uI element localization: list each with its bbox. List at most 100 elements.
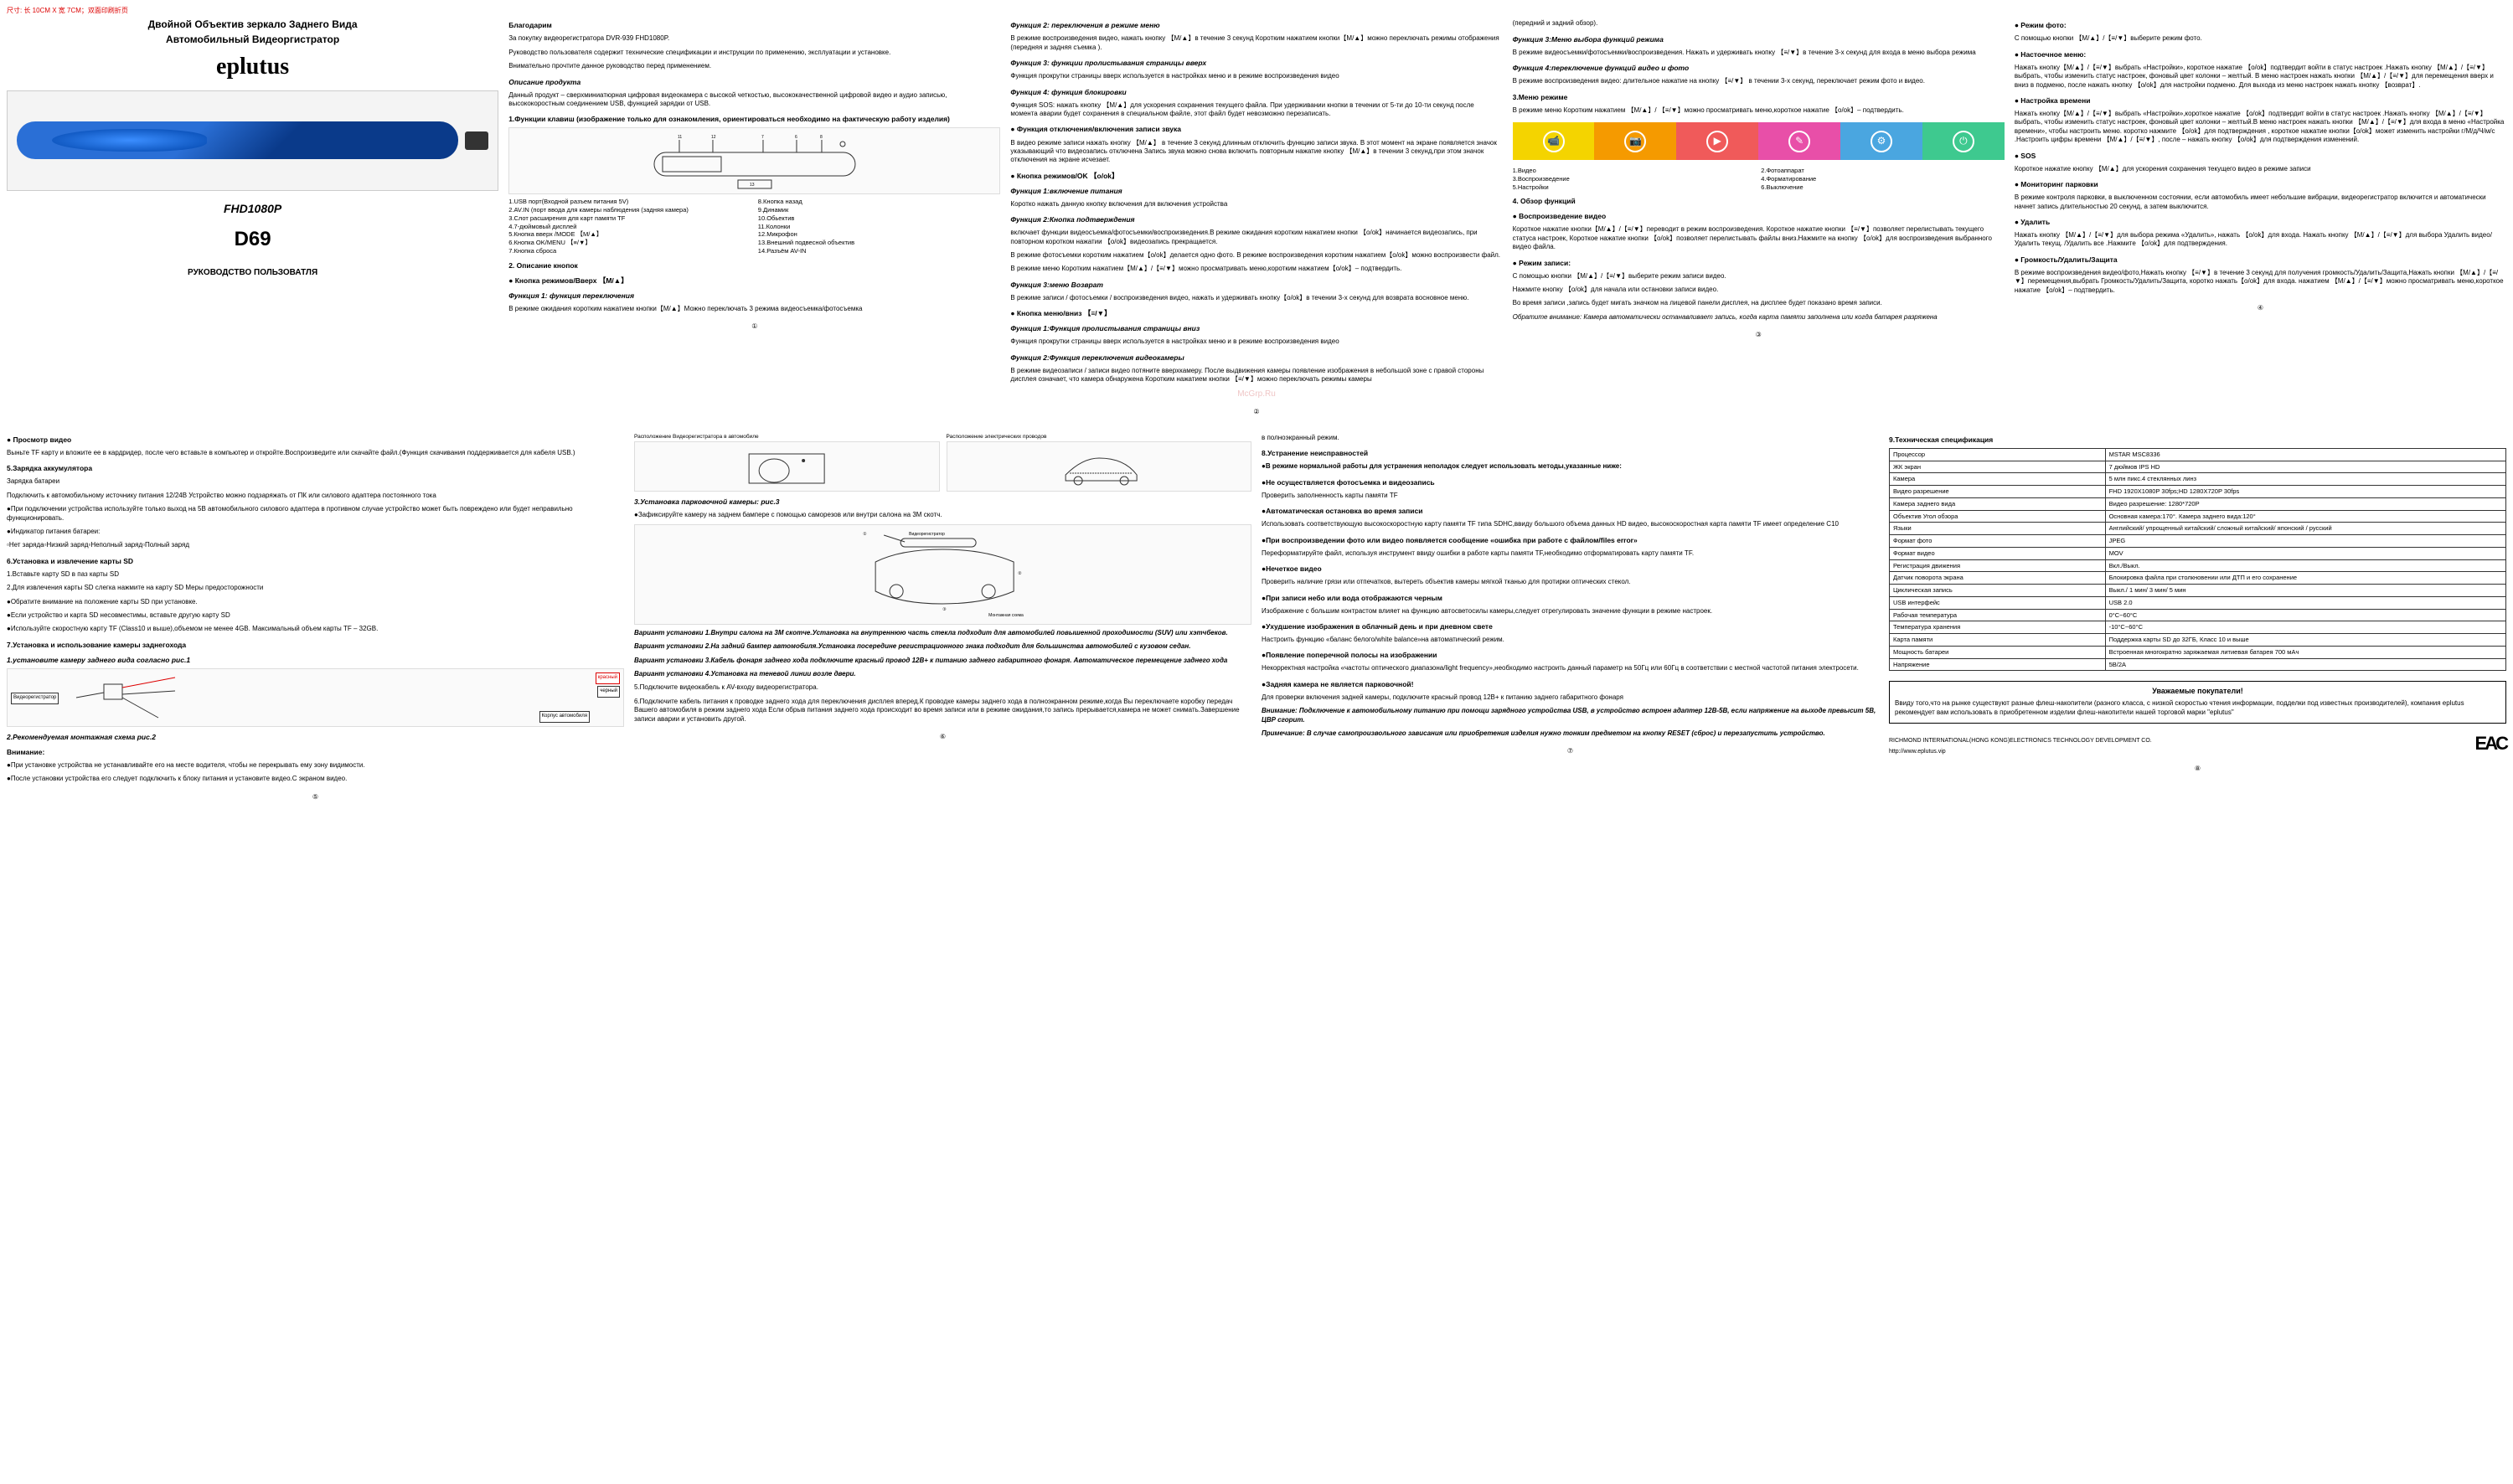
f1-text: В режиме ожидания коротким нажатием кноп… bbox=[508, 305, 1000, 313]
p2c3-nf8-h: ●Задняя камера не является парковочной! bbox=[1262, 680, 1879, 689]
c3-f1c-p: Функция прокрутки страницы вверх использ… bbox=[1010, 338, 1502, 346]
c5-vol-p: В режиме воспроизведения видео/фото,Нажа… bbox=[2015, 269, 2506, 295]
p2c1-charge3: ●При подключении устройства используйте … bbox=[7, 505, 624, 523]
spec-cell: Выкл./ 1 мин/ 3 мин/ 5 мин bbox=[2105, 585, 2505, 597]
spec-row: Формат фотоJPEG bbox=[1890, 535, 2506, 548]
c3-f4-h: Функция 4: функция блокировки bbox=[1010, 88, 1502, 97]
c3-f2b-h: Функция 2:Кнопка подтверждения bbox=[1010, 215, 1502, 224]
p2-col-4: 9.Техническая спецификация ПроцессорMSTA… bbox=[1889, 433, 2506, 801]
spec-cell: ЖК экран bbox=[1890, 461, 2106, 473]
p2c3-nf2-p: Использовать соответствующую высокоскоро… bbox=[1262, 520, 1879, 528]
c4-top: (передний и задний обзор). bbox=[1513, 19, 2005, 28]
thanks-text3: Внимательно прочтите данное руководство … bbox=[508, 62, 1000, 70]
spec-cell: 5 млн пикс.4 стеклянных линз bbox=[2105, 473, 2505, 486]
p2c2-var2: Вариант установки 2.На задний бампер авт… bbox=[634, 642, 1251, 651]
func-heading: 1.Функции клавиш (изображение только для… bbox=[508, 115, 1000, 124]
spec-cell: Датчик поворота экрана bbox=[1890, 572, 2106, 585]
page-num-7: ⑦ bbox=[1262, 747, 1879, 755]
c4-rec2: Нажмите кнопку 【o/ok】для начала или оста… bbox=[1513, 286, 2005, 294]
spec-cell: Циклическая запись bbox=[1890, 585, 2106, 597]
spec-row: Камера заднего видаВидео разрешение: 128… bbox=[1890, 497, 2506, 510]
svg-text:11: 11 bbox=[678, 135, 682, 140]
svg-text:7: 7 bbox=[761, 135, 764, 140]
wiring-diagram: Видеорегистратор красный черный Корпус а… bbox=[7, 668, 624, 727]
spec-row: Формат видеоMOV bbox=[1890, 547, 2506, 559]
p2c1-ind2: ▫Нет заряда▫Низкий заряд▫Неполный заряд▫… bbox=[7, 541, 624, 549]
buyer-notice: Уважаемые покупатели! Ввиду того,что на … bbox=[1889, 681, 2506, 723]
spec-cell: MOV bbox=[2105, 547, 2505, 559]
c3-f3-p: Функция прокрутки страницы вверх использ… bbox=[1010, 72, 1502, 80]
c5-time-h: ● Настройка времени bbox=[2015, 96, 2506, 106]
page-num-4: ④ bbox=[2015, 304, 2506, 312]
model-number: D69 bbox=[7, 226, 498, 252]
c4-note: Обратите внимание: Камера автоматически … bbox=[1513, 313, 2005, 322]
svg-text:Видеорегистратор: Видеорегистратор bbox=[910, 532, 946, 537]
c3-f1b-p: Коротко нажать данную кнопку включения д… bbox=[1010, 200, 1502, 209]
p2c1-warn1: ●При установке устройства не устанавлива… bbox=[7, 761, 624, 770]
p2c2-5: 5.Подключите видеокабель к AV-входу виде… bbox=[634, 683, 1251, 692]
thanks-text2: Руководство пользователя содержит технич… bbox=[508, 49, 1000, 57]
p2c3-fault-h: 8.Устранение неисправностей bbox=[1262, 449, 1879, 458]
mode-btn-heading: ● Кнопка режимов/Вверх 【M/▲】 bbox=[508, 276, 1000, 286]
p2c1-sd3: ●Обратите внимание на положение карты SD… bbox=[7, 598, 624, 606]
p2-col-1: ● Просмотр видео Выньте TF карту и вложи… bbox=[7, 433, 624, 801]
loc1-label: Расположение Видеорегистратора в автомоб… bbox=[634, 434, 940, 441]
c4-overview-h: 4. Обзор функций bbox=[1513, 197, 2005, 206]
spec-cell: Процессор bbox=[1890, 448, 2106, 461]
mode-icon: ⚙ bbox=[1840, 122, 1922, 160]
p2c3-nf8-p: Для проверки включения задней камеры, по… bbox=[1262, 693, 1879, 702]
svg-text:13: 13 bbox=[750, 183, 755, 188]
print-spec: 尺寸: 长 10CM X 宽 7CM；双面印刷折页 bbox=[7, 7, 2506, 15]
p2c1-warn2: ●После установки устройства его следует … bbox=[7, 775, 624, 783]
p2c1-warn-h: Внимание: bbox=[7, 748, 624, 757]
p2c3-warn: Внимание: Подключение к автомобильному п… bbox=[1262, 707, 1879, 724]
mode-icon: 📷 bbox=[1594, 122, 1676, 160]
spec-cell: Вкл./Выкл. bbox=[2105, 559, 2505, 572]
product-image bbox=[7, 90, 498, 191]
p2c2-var4: Вариант установки 4.Установка на теневой… bbox=[634, 670, 1251, 678]
svg-text:8: 8 bbox=[820, 135, 823, 140]
spec-cell: Блокировка файла при столкновении или ДТ… bbox=[2105, 572, 2505, 585]
c4-f4-h: Функция 4:переключение функций видео и ф… bbox=[1513, 64, 2005, 73]
spec-cell: Мощность батареи bbox=[1890, 646, 2106, 658]
c4-rec1: С помощью кнопки 【M/▲】/【≡/▼】выберите реж… bbox=[1513, 272, 2005, 281]
c5-sos-h: ● SOS bbox=[2015, 152, 2506, 161]
spec-cell: MSTAR MSC8336 bbox=[2105, 448, 2505, 461]
f1-heading: Функция 1: функция переключения bbox=[508, 291, 1000, 301]
mode-icon: ✎ bbox=[1758, 122, 1840, 160]
p2-col-2: Расположение Видеорегистратора в автомоб… bbox=[634, 433, 1251, 801]
p2c1-sd2: 2.Для извлечения карты SD слегка нажмите… bbox=[7, 584, 624, 592]
spec-row: ЖК экран7 дюймов IPS HD bbox=[1890, 461, 2506, 473]
spec-table: ПроцессорMSTAR MSC8336ЖК экран7 дюймов I… bbox=[1889, 448, 2506, 672]
c5-photo-p: С помощью кнопки 【M/▲】/【≡/▼】выберите реж… bbox=[2015, 34, 2506, 43]
spec-cell: Карта памяти bbox=[1890, 634, 2106, 647]
spec-row: Температура хранения-10°С~60°С bbox=[1890, 621, 2506, 634]
spec-cell: Температура хранения bbox=[1890, 621, 2106, 634]
spec-cell: Объектив Угол обзора bbox=[1890, 510, 2106, 523]
spec-cell: Регистрация движения bbox=[1890, 559, 2106, 572]
spec-cell: Видео разрешение bbox=[1890, 486, 2106, 498]
p2c1-sd4: ●Если устройство и карта SD несовместимы… bbox=[7, 611, 624, 620]
spec-cell: Рабочая температура bbox=[1890, 609, 2106, 621]
spec-cell: Формат фото bbox=[1890, 535, 2106, 548]
c4-rec-h: ● Режим записи: bbox=[1513, 259, 2005, 268]
c3-f2c-p: В режиме фотосъемки коротким нажатием【o/… bbox=[1010, 251, 1502, 260]
c3-ok-h: ● Кнопка режимов/OK 【o/ok】 bbox=[1010, 172, 1502, 181]
c3-f3-h: Функция 3: функции пролистывания страниц… bbox=[1010, 59, 1502, 68]
p2c1-sd-h: 6.Установка и извлечение карты SD bbox=[7, 557, 624, 566]
c4-f3-p: В режиме видеосъемки/фотосъемки/воспроиз… bbox=[1513, 49, 2005, 57]
c4-menureg-p: В режиме меню Коротким нажатием 【M/▲】/ 【… bbox=[1513, 106, 2005, 115]
c3-f1c-h: Функция 1:Функция пролистывания страницы… bbox=[1010, 324, 1502, 333]
c3-f2c2-h: Функция 2:Функция переключения видеокаме… bbox=[1010, 353, 1502, 363]
mode-icons-row: 📹📷▶✎⚙⏻ bbox=[1513, 122, 2005, 160]
c4-play-p: Короткое нажатие кнопки【M/▲】/【≡/▼】перево… bbox=[1513, 225, 2005, 251]
col-4: (передний и задний обзор). Функция 3:Мен… bbox=[1513, 18, 2005, 416]
spec-cell: 0°С~60°С bbox=[2105, 609, 2505, 621]
eac-mark: EAC bbox=[2475, 732, 2506, 756]
p2c1-wiring-h: 2.Рекомендуемая монтажная схема рис.2 bbox=[7, 733, 624, 742]
desc-text: Данный продукт – сверхминиатюрная цифров… bbox=[508, 91, 1000, 109]
spec-row: Рабочая температура0°С~60°С bbox=[1890, 609, 2506, 621]
c4-rec3: Во время записи ,запись будет мигать зна… bbox=[1513, 299, 2005, 307]
spec-row: ПроцессорMSTAR MSC8336 bbox=[1890, 448, 2506, 461]
p2c3-nf3-h: ●При воспроизведении фото или видео появ… bbox=[1262, 536, 1879, 545]
